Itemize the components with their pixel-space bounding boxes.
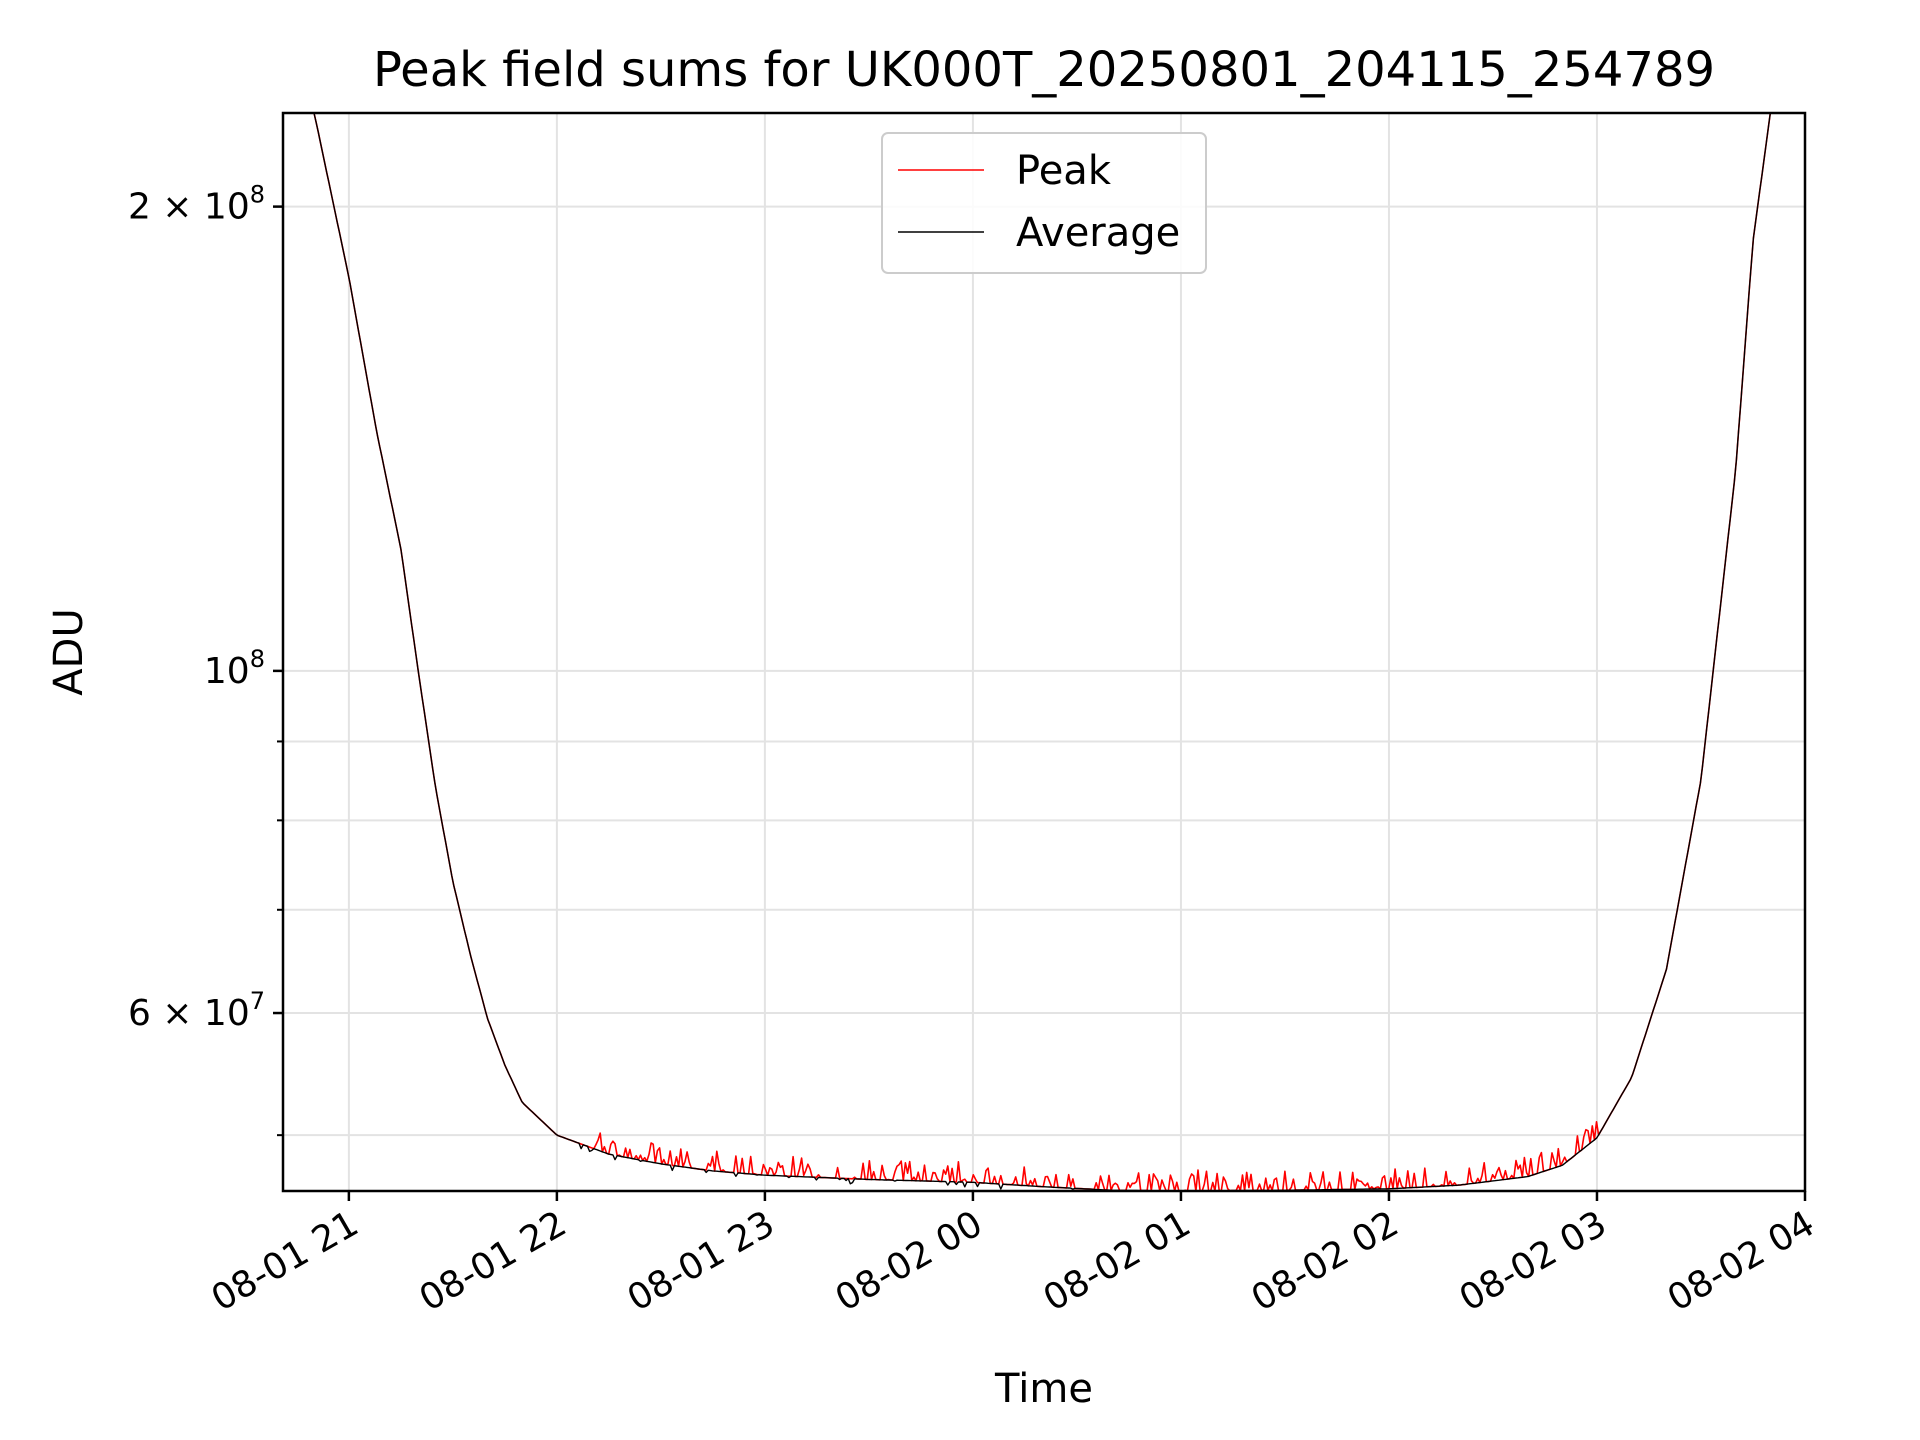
series-line-average bbox=[286, 113, 1771, 1191]
x-tick-label: 08-02 04 bbox=[1661, 1203, 1822, 1319]
series-layer bbox=[286, 113, 1772, 1191]
legend-box bbox=[881, 132, 1207, 274]
grid bbox=[283, 113, 1806, 1191]
x-tick-label: 08-02 02 bbox=[1245, 1203, 1406, 1319]
x-tick-label: 08-01 22 bbox=[413, 1203, 574, 1319]
legend-label-peak: Peak bbox=[1016, 148, 1112, 194]
y-axis: 2 × 108 108 6 × 107 bbox=[128, 181, 283, 1137]
x-tick-label: 08-01 23 bbox=[621, 1203, 782, 1319]
x-tick-label: 08-01 21 bbox=[205, 1203, 366, 1319]
series-line-peak bbox=[286, 113, 1772, 1191]
x-tick-label: 08-02 00 bbox=[829, 1203, 990, 1319]
y-tick-label: 6 × 107 bbox=[128, 987, 265, 1034]
y-tick-label: 108 bbox=[204, 645, 265, 692]
legend-label-average: Average bbox=[1016, 210, 1180, 256]
x-axis: 08-01 21 08-01 22 08-01 23 08-02 00 08-02 01… bbox=[205, 1191, 1822, 1320]
y-tick-label: 2 × 108 bbox=[128, 181, 265, 228]
x-tick-label: 08-02 01 bbox=[1037, 1203, 1198, 1319]
legend: Peak Average bbox=[881, 132, 1207, 274]
x-tick-label: 08-02 03 bbox=[1453, 1203, 1614, 1319]
chart-title: Peak field sums for UK000T_20250801_2041… bbox=[373, 42, 1715, 98]
x-axis-label: Time bbox=[994, 1366, 1093, 1412]
plot-frame bbox=[281, 111, 1807, 1193]
y-axis-label: ADU bbox=[46, 608, 92, 695]
